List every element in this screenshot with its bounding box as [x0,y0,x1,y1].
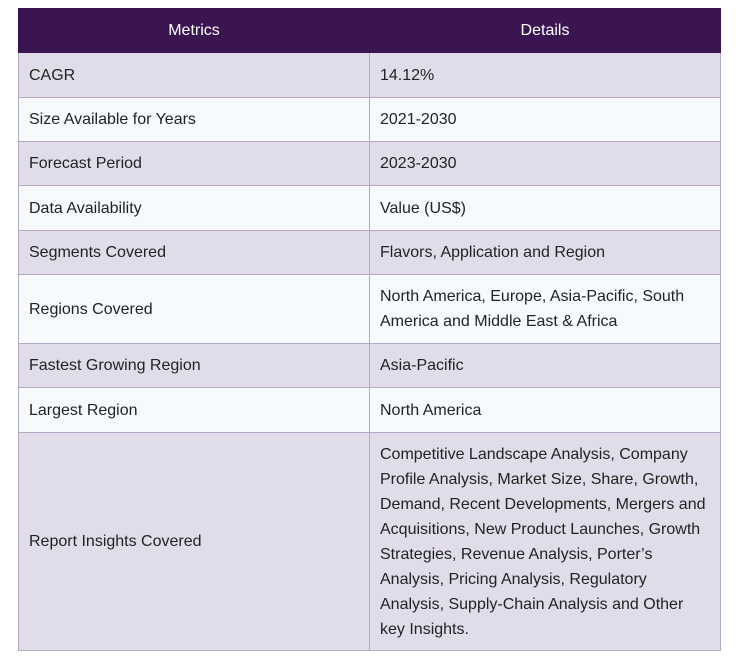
detail-cell: North America [369,387,721,433]
header-metrics: Metrics [18,8,370,53]
table-row: Regions Covered North America, Europe, A… [18,274,721,344]
metric-cell: Fastest Growing Region [18,343,370,388]
metric-cell: Report Insights Covered [18,432,370,651]
detail-cell: Value (US$) [369,185,721,231]
detail-cell: Flavors, Application and Region [369,230,721,275]
table-header-row: Metrics Details [18,8,721,53]
metric-cell: Data Availability [18,185,370,231]
detail-cell: Competitive Landscape Analysis, Company … [369,432,721,651]
detail-cell: Asia-Pacific [369,343,721,388]
metric-cell: Largest Region [18,387,370,433]
metric-cell: Regions Covered [18,274,370,344]
table-row: Largest Region North America [18,387,721,433]
table-row: Data Availability Value (US$) [18,185,721,231]
detail-cell: 2021-2030 [369,97,721,142]
metric-cell: Segments Covered [18,230,370,275]
table-row: CAGR 14.12% [18,52,721,98]
metrics-table: Metrics Details CAGR 14.12% Size Availab… [18,8,721,651]
table-row: Size Available for Years 2021-2030 [18,97,721,142]
table-row: Fastest Growing Region Asia-Pacific [18,343,721,388]
metric-cell: CAGR [18,52,370,98]
detail-cell: North America, Europe, Asia-Pacific, Sou… [369,274,721,344]
detail-cell: 14.12% [369,52,721,98]
table-row: Forecast Period 2023-2030 [18,141,721,186]
table-row: Segments Covered Flavors, Application an… [18,230,721,275]
detail-cell: 2023-2030 [369,141,721,186]
table-row: Report Insights Covered Competitive Land… [18,432,721,651]
metric-cell: Forecast Period [18,141,370,186]
header-details: Details [369,8,721,53]
metric-cell: Size Available for Years [18,97,370,142]
